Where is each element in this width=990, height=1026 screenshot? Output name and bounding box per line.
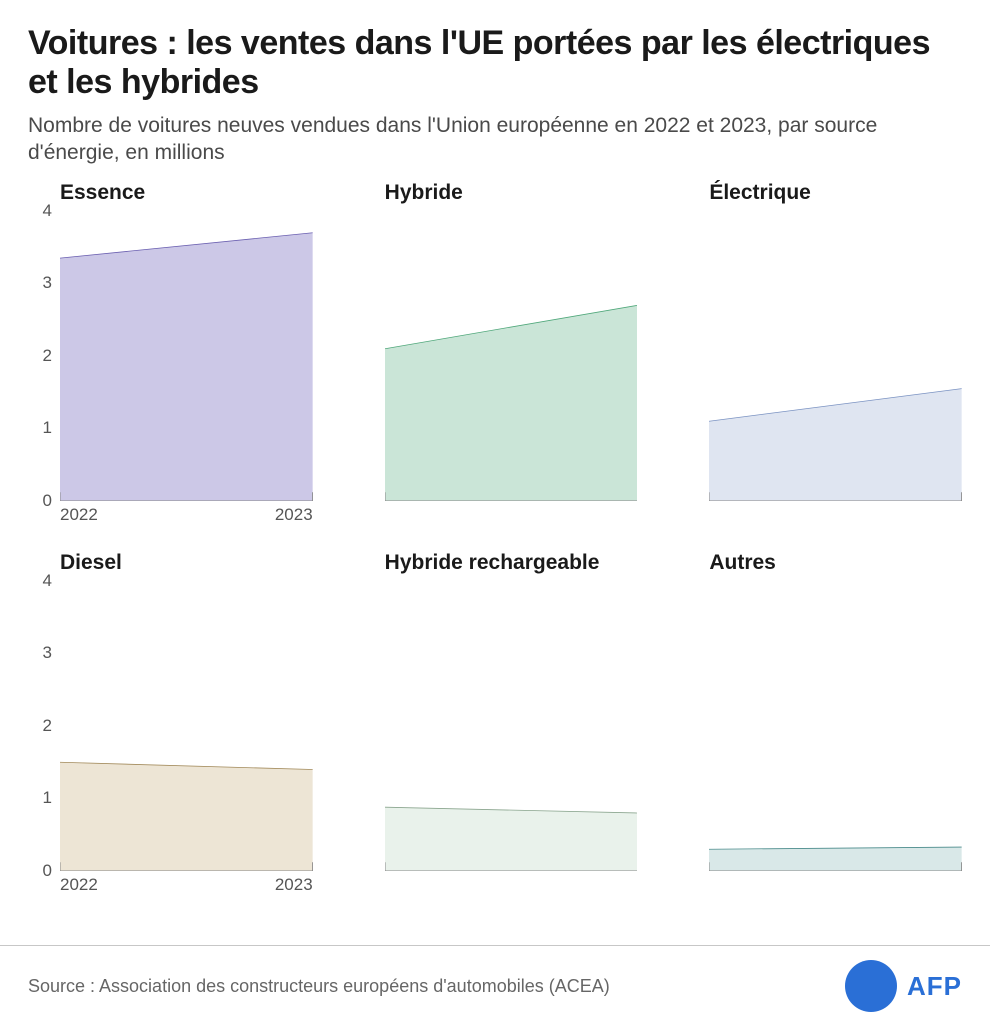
y-tick-label: 3 (43, 273, 52, 293)
panel-title: Électrique (709, 181, 962, 205)
x-axis (709, 505, 962, 527)
y-tick-label: 4 (43, 201, 52, 221)
x-tick-label: 2022 (60, 505, 98, 527)
chart-panel-hybride: Hybride (353, 181, 638, 527)
x-axis (385, 875, 638, 897)
logo-text: AFP (907, 971, 962, 1002)
panel-title: Diesel (60, 551, 313, 575)
y-tick-label: 0 (43, 861, 52, 881)
x-tick-label: 2023 (275, 875, 313, 897)
plot-area (385, 211, 638, 501)
y-axis: 01234 (28, 581, 60, 871)
chart-panel-hybride_rechargeable: Hybride rechargeable (353, 551, 638, 897)
y-tick-label: 1 (43, 788, 52, 808)
x-tick-label: 2023 (275, 505, 313, 527)
plot-area (60, 581, 313, 871)
y-tick-label: 0 (43, 491, 52, 511)
main-title: Voitures : les ventes dans l'UE portées … (28, 24, 962, 102)
panel-title: Essence (60, 181, 313, 205)
chart-panel-electrique: Électrique (677, 181, 962, 527)
area-fill (385, 305, 638, 501)
y-tick-label: 4 (43, 571, 52, 591)
area-fill (709, 388, 962, 500)
area-fill (709, 847, 962, 871)
source-text: Source : Association des constructeurs e… (28, 976, 610, 997)
x-tick-label: 2022 (60, 875, 98, 897)
chart-panel-diesel: Diesel 0 1 2 3 4 2022 2023 (28, 551, 313, 897)
area-fill (60, 233, 313, 501)
logo-circle-icon (845, 960, 897, 1012)
panel-title: Autres (709, 551, 962, 575)
y-tick-label: 2 (43, 716, 52, 736)
y-tick-label: 2 (43, 346, 52, 366)
footer: Source : Association des constructeurs e… (0, 945, 990, 1026)
x-axis (709, 875, 962, 897)
y-axis (677, 211, 709, 501)
subtitle: Nombre de voitures neuves vendues dans l… (28, 112, 962, 167)
chart-panel-autres: Autres (677, 551, 962, 897)
x-axis: 2022 2023 (60, 505, 313, 527)
logo: AFP (845, 960, 962, 1012)
y-axis (677, 581, 709, 871)
area-fill (385, 807, 638, 871)
x-axis: 2022 2023 (60, 875, 313, 897)
plot-area (709, 211, 962, 501)
y-tick-label: 1 (43, 418, 52, 438)
chart-panel-essence: Essence 0 1 2 3 4 2022 2023 (28, 181, 313, 527)
y-axis (353, 211, 385, 501)
panel-title: Hybride rechargeable (385, 551, 638, 575)
area-fill (60, 762, 313, 871)
chart-grid: Essence 0 1 2 3 4 2022 2023 Hybride Électrique Die… (28, 181, 962, 897)
plot-area (385, 581, 638, 871)
plot-area (709, 581, 962, 871)
plot-area (60, 211, 313, 501)
y-axis: 01234 (28, 211, 60, 501)
x-axis (385, 505, 638, 527)
y-axis (353, 581, 385, 871)
y-tick-label: 3 (43, 643, 52, 663)
panel-title: Hybride (385, 181, 638, 205)
